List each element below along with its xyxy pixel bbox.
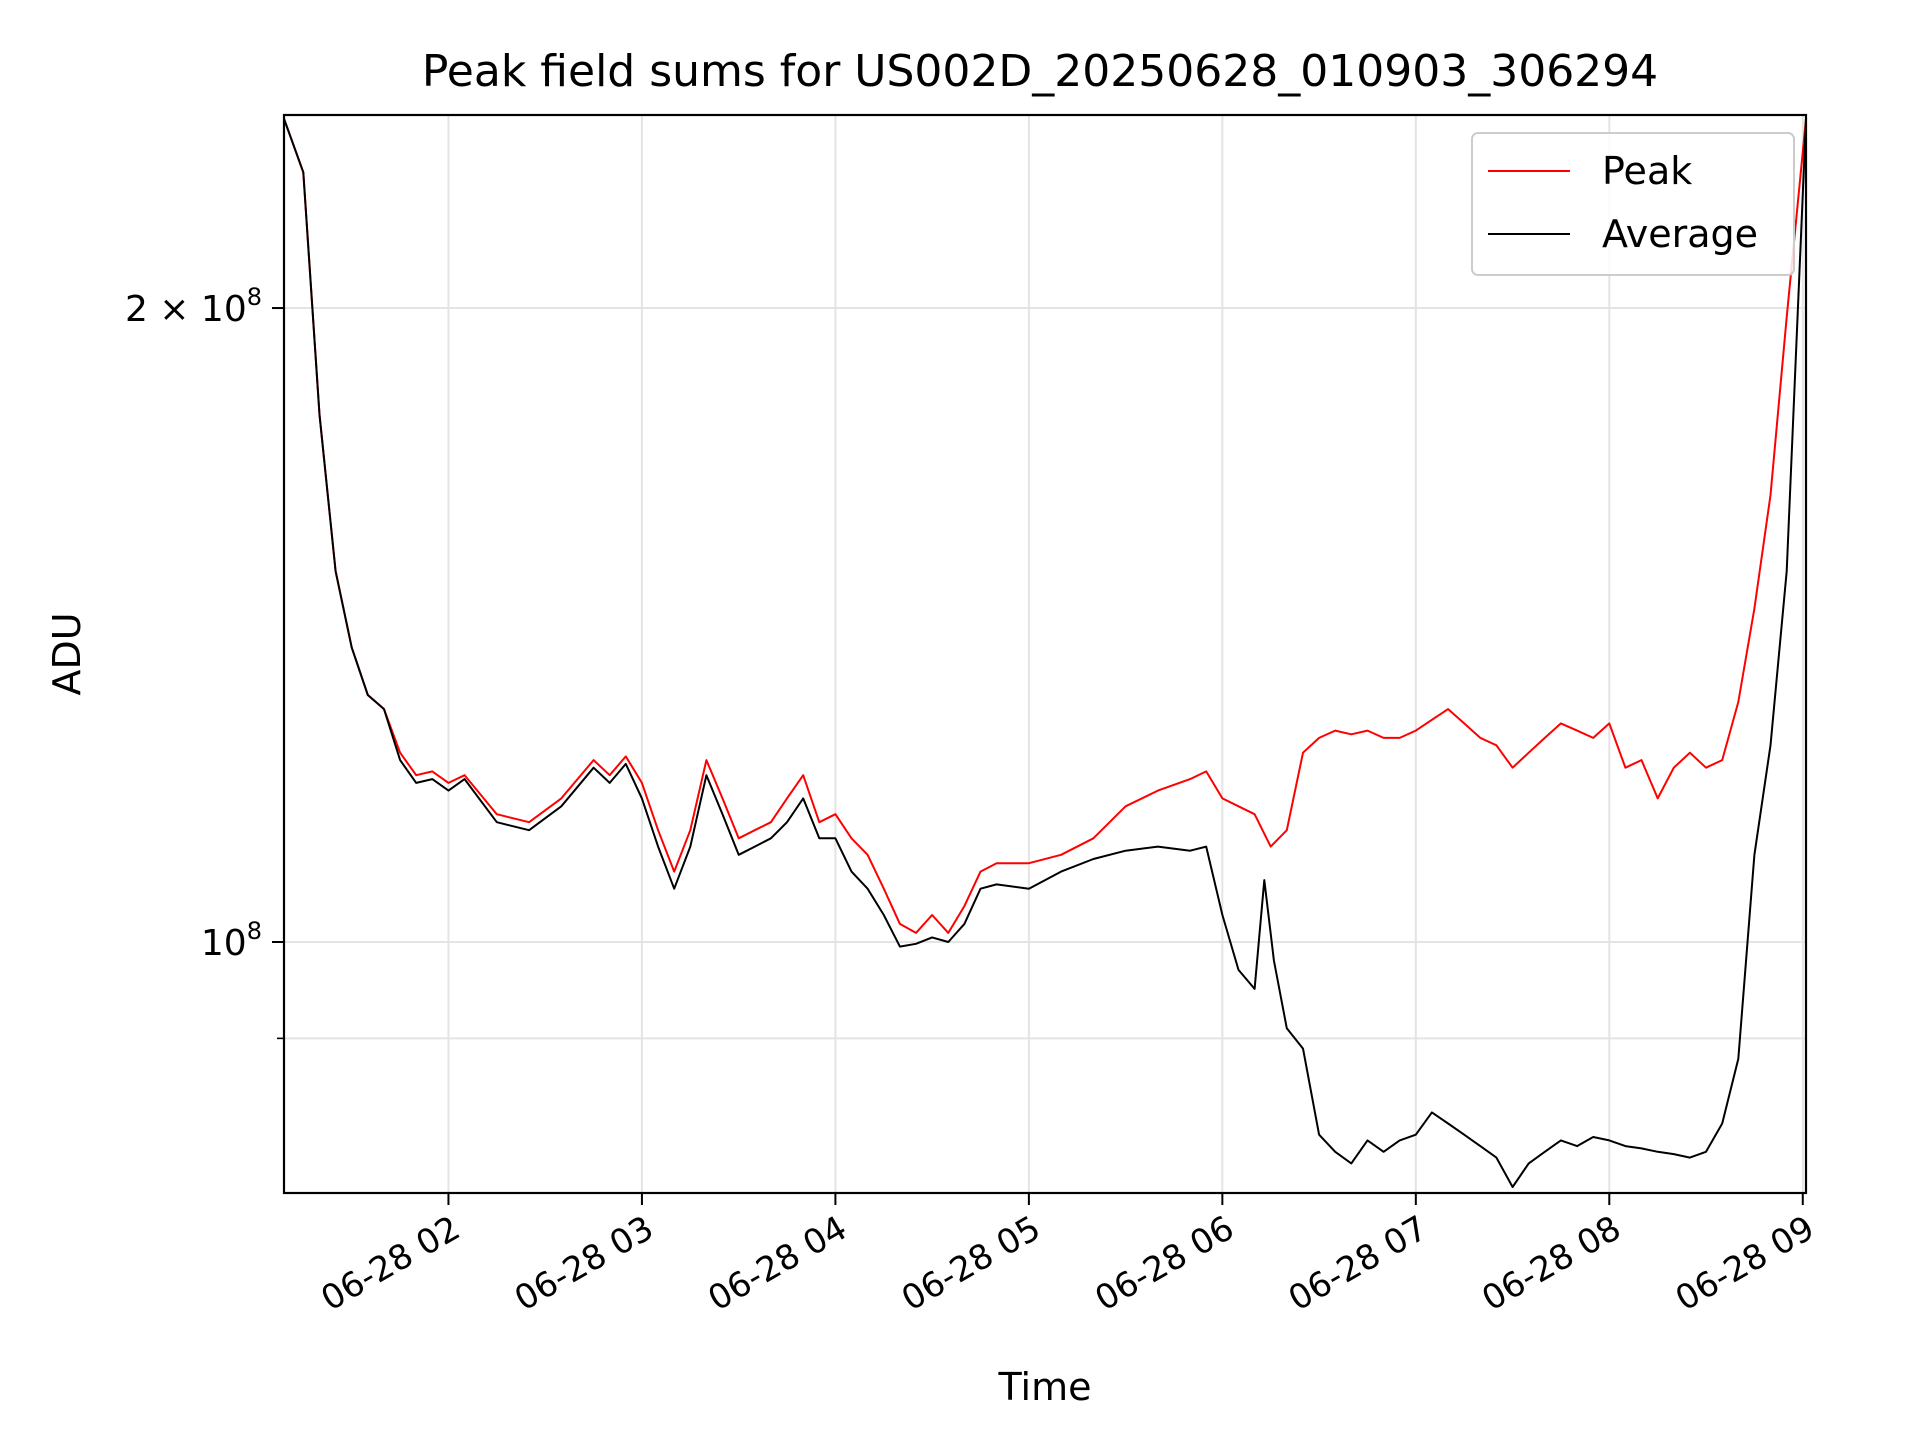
- x-axis-label: Time: [998, 1365, 1092, 1409]
- y-tick-label-base: 2 × 10: [125, 289, 247, 330]
- legend: Peak Average: [1471, 132, 1795, 276]
- y-tick-label: 108: [201, 917, 262, 964]
- series-line-average: [283, 118, 1807, 1188]
- grid: [284, 115, 1806, 1193]
- y-tick-label: 2 × 108: [125, 283, 262, 330]
- chart-title: Peak field sums for US002D_20250628_0109…: [422, 46, 1658, 97]
- plot-frame: [282, 113, 1808, 1195]
- legend-label: Peak: [1602, 149, 1692, 193]
- legend-box: [1471, 132, 1795, 276]
- y-tick-label-exponent: 8: [247, 283, 262, 311]
- legend-label: Average: [1602, 212, 1758, 256]
- y-tick-label-exponent: 8: [247, 917, 262, 945]
- series-line-peak: [283, 118, 1807, 934]
- y-axis-label: ADU: [45, 612, 89, 695]
- series-layer: [283, 118, 1807, 1188]
- y-tick-label-base: 10: [201, 923, 247, 964]
